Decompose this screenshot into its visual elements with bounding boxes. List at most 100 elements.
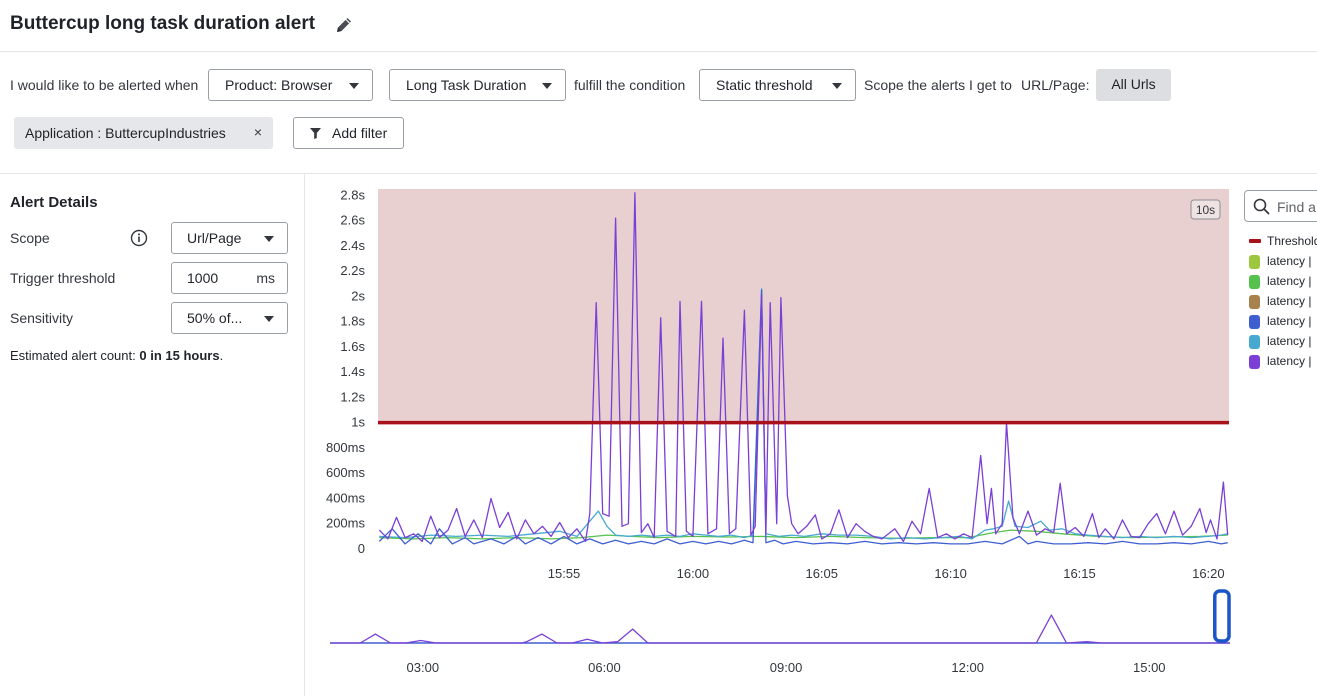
legend-swatch [1249,295,1260,309]
close-icon[interactable]: × [253,124,262,140]
y-tick-label: 1.8s [340,314,365,329]
y-tick-label: 1.6s [340,339,365,354]
search-placeholder: Find a [1277,199,1316,215]
legend-label: latency | [1267,314,1312,328]
y-tick-label: 1s [351,415,365,430]
x-tick-label: 16:05 [805,566,838,581]
caret-down-icon [542,83,552,89]
estimate-suffix: . [219,348,224,363]
sensitivity-label: Sensitivity [10,310,74,326]
estimate-value: 0 in 15 hours [139,348,220,363]
condition-prefix-text: I would like to be alerted when [10,77,199,93]
overview-x-tick-label: 09:00 [770,660,803,675]
legend-search-input[interactable]: Find a [1244,190,1317,222]
legend-swatch [1249,335,1260,349]
legend-swatch [1249,315,1260,329]
legend-swatch [1249,255,1260,269]
legend-item[interactable]: latency | [1247,292,1317,312]
legend-item[interactable]: latency | [1247,272,1317,292]
sensitivity-dropdown-value: 50% of... [187,310,243,326]
scope-alerts-text: Scope the alerts I get to [864,77,1012,93]
overview-x-tick-label: 15:00 [1133,660,1166,675]
series-line [378,289,1228,545]
legend-label: latency | [1267,274,1312,288]
section-divider [0,173,1317,174]
chart-legend: Threshold latency | latency | latency | late… [1247,232,1317,372]
legend-item[interactable]: latency | [1247,332,1317,352]
x-tick-label: 15:55 [548,566,581,581]
legend-label: Threshold [1267,234,1317,248]
resolution-badge [1190,199,1221,220]
metric-dropdown[interactable]: Long Task Duration [389,69,566,101]
y-tick-label: 2.8s [340,187,365,202]
legend-item[interactable]: latency | [1247,352,1317,372]
trigger-threshold-label: Trigger threshold [10,270,116,286]
trigger-threshold-input[interactable]: 1000 ms [171,262,288,294]
y-tick-label: 400ms [326,490,366,505]
overview-plot[interactable]: 03:00 06:00 09:00 12:00 15:00 [330,589,1231,675]
estimated-alert-count: Estimated alert count: 0 in 15 hours. [10,348,223,363]
x-tick-label: 16:15 [1063,566,1096,581]
info-icon[interactable] [130,229,148,247]
page-title: Buttercup long task duration alert [10,13,316,34]
legend-label: latency | [1267,294,1312,308]
x-tick-label: 16:20 [1192,566,1225,581]
legend-item[interactable]: Threshold [1247,232,1317,252]
scope-url-label: URL/Page: [1021,77,1090,93]
resolution-badge-label: 10s [1196,203,1215,217]
overview-x-tick-label: 12:00 [951,660,984,675]
y-tick-label: 2.2s [340,263,365,278]
y-tick-label: 800ms [326,440,366,455]
y-tick-label: 200ms [326,516,366,531]
page-header: Buttercup long task duration alert [0,0,1317,52]
x-tick-label: 16:00 [677,566,710,581]
legend-swatch [1249,239,1261,243]
caret-down-icon [264,236,274,242]
pencil-icon[interactable] [333,14,355,36]
latency-chart: 0 200ms 400ms 600ms 800ms 1s 1.2s 1.4s 1.6s 1.8s 2… [326,187,1231,675]
legend-label: latency | [1267,334,1312,348]
legend-swatch [1249,355,1260,369]
metric-dropdown-value: Long Task Duration [406,77,527,93]
y-tick-label: 1.4s [340,364,365,379]
filter-icon [310,128,321,139]
x-tick-label: 16:10 [934,566,967,581]
application-filter-chip[interactable]: Application : ButtercupIndustries × [14,117,273,149]
legend-item[interactable]: latency | [1247,312,1317,332]
scope-dropdown-value: Url/Page [187,230,242,246]
legend-item[interactable]: latency | [1247,252,1317,272]
overview-purple-line [330,614,1230,644]
all-urls-button[interactable]: All Urls [1096,69,1171,101]
caret-down-icon [832,83,842,89]
y-tick-label: 2.4s [340,238,365,253]
filter-row: Application : ButtercupIndustries × Add … [0,117,1317,149]
series-line [379,288,1228,540]
overview-x-tick-label: 03:00 [407,660,440,675]
caret-down-icon [349,83,359,89]
series-line [379,529,1228,540]
alert-condition-row: I would like to be alerted when Product:… [0,69,1317,101]
product-dropdown[interactable]: Product: Browser [208,69,373,101]
caret-down-icon [264,316,274,322]
main-plot[interactable]: 0 200ms 400ms 600ms 800ms 1s 1.2s 1.4s 1.6s 1.8s 2… [326,187,1229,581]
legend-label: latency | [1267,354,1312,368]
y-tick-label: 2.6s [340,213,365,228]
estimate-prefix: Estimated alert count: [10,348,136,363]
y-tick-label: 0 [358,541,365,556]
legend-label: latency | [1267,254,1312,268]
alert-details-title: Alert Details [10,194,98,211]
add-filter-button[interactable]: Add filter [293,117,404,149]
scope-label: Scope [10,230,50,246]
search-icon [1253,198,1270,215]
trigger-unit: ms [256,270,275,286]
condition-type-dropdown[interactable]: Static threshold [699,69,856,101]
legend-swatch [1249,275,1260,289]
condition-type-value: Static threshold [716,77,813,93]
trigger-threshold-value: 1000 [187,270,219,286]
fulfill-condition-text: fulfill the condition [574,77,686,93]
overview-window-handle[interactable] [1213,589,1231,643]
scope-dropdown[interactable]: Url/Page [171,222,288,254]
sensitivity-dropdown[interactable]: 50% of... [171,302,288,334]
product-dropdown-value: Product: Browser [225,77,333,93]
overview-x-tick-label: 06:00 [588,660,621,675]
